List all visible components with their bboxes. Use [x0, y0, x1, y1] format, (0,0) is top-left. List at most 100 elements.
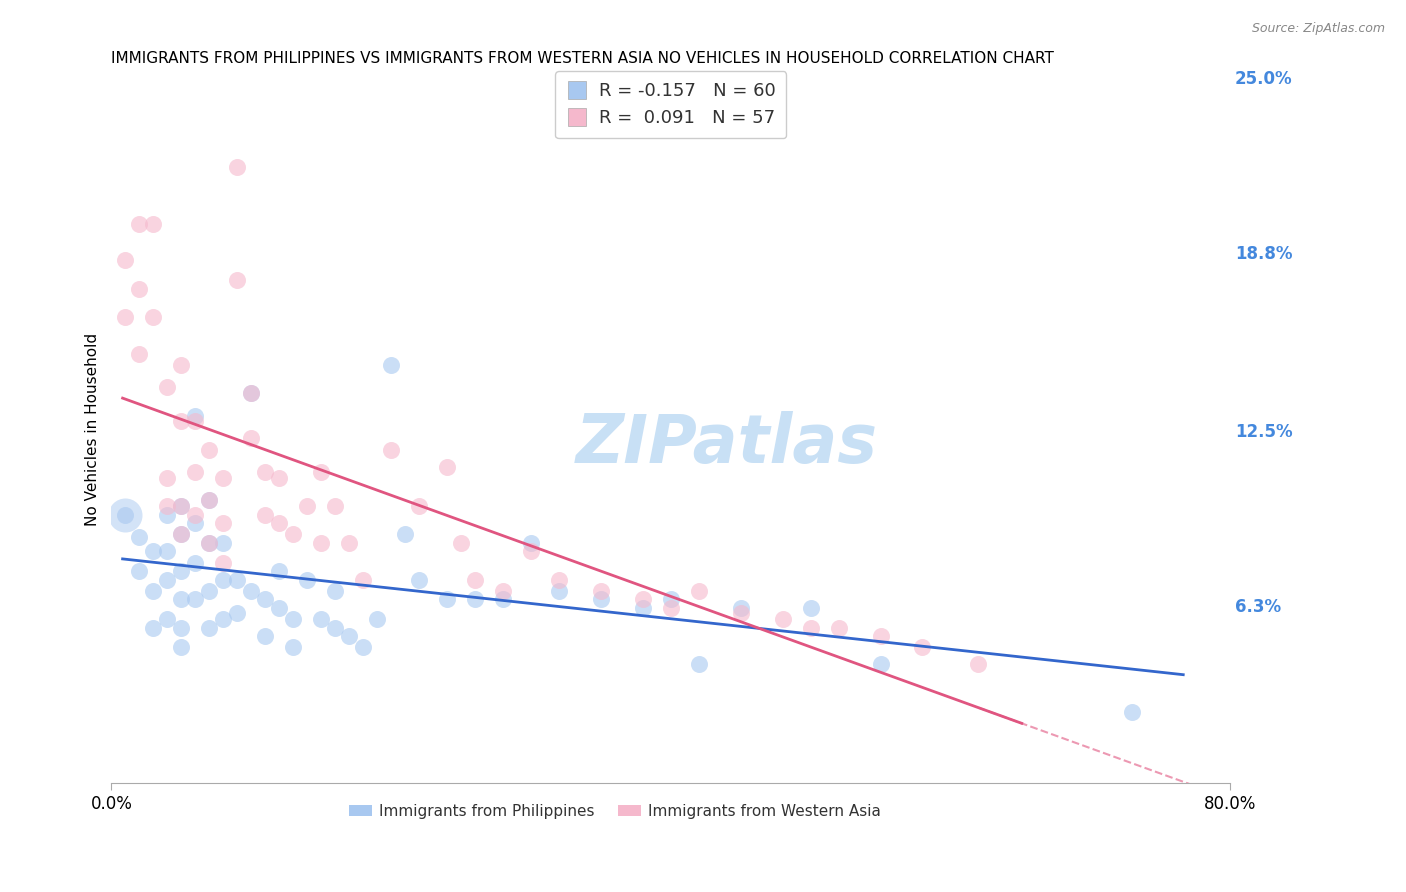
Point [184, 592, 207, 607]
Point [128, 281, 150, 295]
Point [240, 583, 263, 598]
Point [240, 386, 263, 401]
Point [170, 499, 193, 513]
Point [436, 592, 458, 607]
Point [114, 253, 136, 268]
Point [128, 217, 150, 231]
Text: ZIPatlas: ZIPatlas [575, 411, 877, 477]
Point [170, 592, 193, 607]
Point [309, 612, 332, 626]
Point [269, 564, 291, 578]
Point [184, 409, 207, 423]
Point [730, 600, 752, 615]
Point [212, 573, 235, 587]
Point [170, 640, 193, 655]
Point [198, 583, 221, 598]
Point [352, 573, 374, 587]
Point [800, 621, 823, 635]
Point [827, 621, 849, 635]
Point [547, 583, 569, 598]
Point [380, 358, 402, 372]
Point [198, 493, 221, 508]
Point [128, 564, 150, 578]
Point [520, 544, 543, 558]
Point [198, 442, 221, 457]
Point [869, 657, 891, 672]
Point [254, 465, 277, 479]
Point [212, 612, 235, 626]
Point [156, 499, 179, 513]
Point [226, 160, 249, 174]
Point [198, 493, 221, 508]
Point [254, 629, 277, 643]
Point [184, 414, 207, 428]
Point [337, 536, 360, 550]
Point [269, 516, 291, 530]
Point [323, 621, 346, 635]
Point [394, 527, 416, 541]
Point [659, 592, 682, 607]
Point [688, 583, 710, 598]
Point [156, 544, 179, 558]
Point [408, 499, 430, 513]
Point [142, 544, 165, 558]
Point [142, 310, 165, 324]
Point [323, 583, 346, 598]
Point [170, 527, 193, 541]
Point [295, 499, 318, 513]
Point [156, 612, 179, 626]
Point [114, 310, 136, 324]
Point [254, 508, 277, 522]
Point [659, 600, 682, 615]
Point [309, 536, 332, 550]
Point [128, 346, 150, 360]
Point [730, 607, 752, 621]
Point [269, 471, 291, 485]
Point [184, 465, 207, 479]
Point [547, 573, 569, 587]
Point [198, 621, 221, 635]
Point [142, 583, 165, 598]
Point [283, 612, 305, 626]
Point [142, 217, 165, 231]
Point [464, 573, 486, 587]
Point [170, 564, 193, 578]
Point [212, 516, 235, 530]
Text: IMMIGRANTS FROM PHILIPPINES VS IMMIGRANTS FROM WESTERN ASIA NO VEHICLES IN HOUSE: IMMIGRANTS FROM PHILIPPINES VS IMMIGRANT… [111, 51, 1054, 66]
Point [380, 442, 402, 457]
Point [198, 536, 221, 550]
Text: Source: ZipAtlas.com: Source: ZipAtlas.com [1251, 22, 1385, 36]
Point [156, 471, 179, 485]
Point [688, 657, 710, 672]
Point [631, 592, 654, 607]
Point [492, 592, 515, 607]
Point [156, 573, 179, 587]
Point [323, 499, 346, 513]
Point [492, 583, 515, 598]
Point [170, 358, 193, 372]
Y-axis label: No Vehicles in Household: No Vehicles in Household [86, 334, 100, 526]
Point [198, 536, 221, 550]
Point [226, 273, 249, 287]
Point [408, 573, 430, 587]
Point [184, 556, 207, 570]
Point [366, 612, 388, 626]
Point [254, 592, 277, 607]
Point [283, 527, 305, 541]
Point [352, 640, 374, 655]
Point [309, 465, 332, 479]
Point [436, 459, 458, 474]
Point [184, 508, 207, 522]
Point [283, 640, 305, 655]
Point [269, 600, 291, 615]
Point [240, 431, 263, 445]
Point [170, 414, 193, 428]
Point [156, 508, 179, 522]
Point [212, 471, 235, 485]
Point [212, 536, 235, 550]
Point [212, 556, 235, 570]
Point [631, 600, 654, 615]
Point [337, 629, 360, 643]
Point [911, 640, 934, 655]
Point [869, 629, 891, 643]
